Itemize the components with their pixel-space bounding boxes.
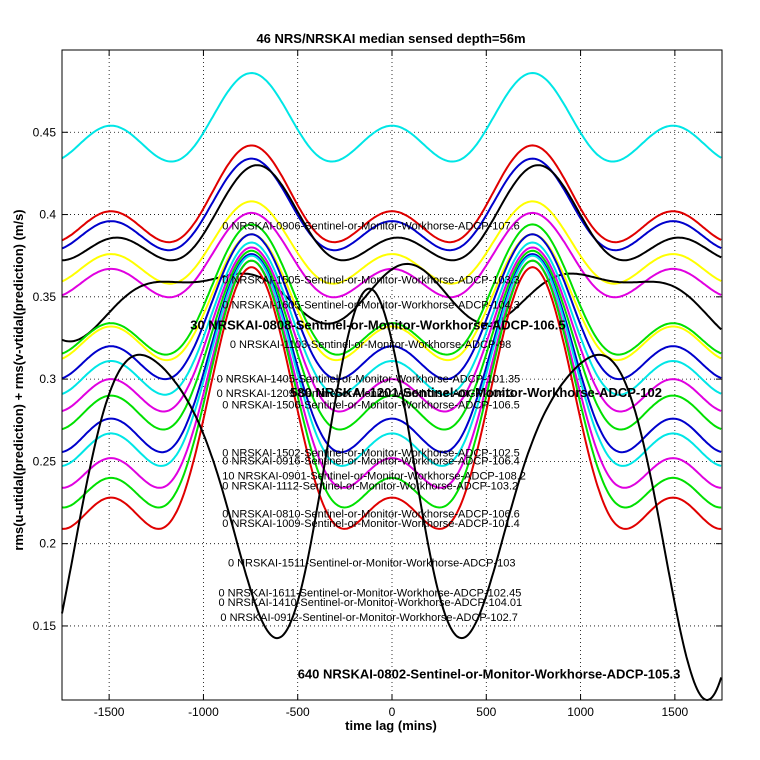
- y-axis-label: rms(u-utidal(prediction) + rms(v-vtidal(…: [11, 209, 26, 550]
- x-tick-label: -1000: [188, 705, 219, 719]
- series-line-magenta-2: [61, 246, 722, 413]
- series-annotation: 0 NRSKAI-1405-Sentinel-or-Monitor-Workho…: [217, 373, 521, 385]
- ticks-layer: -1500 -1000 -500 0 500 1000 1500 0.15 0.2 0.25 0.3…: [33, 50, 722, 719]
- annotation-layer: 0 NRSKAI-0906-Sentinel-or-Monitor-Workho…: [190, 220, 680, 681]
- series-annotation: 0 NRSKAI-1502-Sentinel-or-Monitor-Workho…: [222, 447, 520, 459]
- series-line-cyan-2: [61, 241, 722, 396]
- series-line-cyan-3: [61, 254, 722, 467]
- series-line-magenta-3: [62, 259, 722, 489]
- series-annotation: 0 NRSKAI-0916-Sentinel-or-Monitor-Workho…: [222, 456, 520, 468]
- series-annotation: 10 NRSKAI-0901-Sentinel-or-Monitor-Workh…: [222, 470, 526, 482]
- x-tick-label: -500: [286, 705, 310, 719]
- x-axis-label: time lag (mins): [345, 718, 437, 733]
- series-line-green-2: [61, 249, 722, 431]
- x-tick-label: 1000: [567, 705, 594, 719]
- series-line-red-2: [61, 266, 722, 530]
- series-line-red-1: [61, 144, 722, 244]
- series-line-cyan-top: [61, 71, 722, 163]
- series-annotation: 0 NRSKAI-1112-Sentinel-or-Monitor-Workho…: [222, 480, 518, 492]
- series-annotation: 0 NRSKAI-0906-Sentinel-or-Monitor-Workho…: [222, 220, 520, 232]
- y-tick-label: 0.15: [33, 619, 57, 633]
- series-annotation: 0 NRSKAI-1611-Sentinel-or-Monitor-Workho…: [219, 587, 522, 599]
- series-line-black-2: [61, 262, 722, 343]
- series-annotation: 0 NRSKAI-1505-Sentinel-or-Monitor-Workho…: [222, 275, 520, 287]
- series-annotation: 0 NRSKAI-1410-Sentinel-or-Monitor-Workho…: [219, 597, 523, 609]
- series-annotation: 580 NRSKAI-1201-Sentinel-or-Monitor-Work…: [290, 385, 662, 400]
- series-annotation: 30 NRSKAI-0808-Sentinel-or-Monitor-Workh…: [190, 318, 565, 333]
- series-annotation: 0 NRSKAI-1209-Sentinel-or-Monitor-Workho…: [217, 388, 515, 400]
- y-tick-label: 0.2: [39, 537, 56, 551]
- y-tick-label: 0.3: [39, 372, 56, 386]
- series-line-black-3: [61, 287, 723, 702]
- series-line-blue-3: [61, 253, 722, 454]
- series-annotation: 640 NRSKAI-0802-Sentinel-or-Monitor-Work…: [298, 667, 681, 682]
- series-annotation: 0 NRSKAI-0912-Sentinel-or-Monitor-Workho…: [220, 612, 518, 624]
- x-tick-label: 1500: [662, 705, 689, 719]
- y-tick-label: 0.45: [33, 125, 57, 139]
- x-tick-label: 0: [389, 705, 396, 719]
- series-layer: [61, 71, 723, 702]
- series-annotation: 0 NRSKAI-1009-Sentinel-or-Monitor-Workho…: [222, 518, 520, 530]
- series-annotation: 0 NRSKAI-1103-Sentinel-or-Monitor-Workho…: [230, 339, 511, 351]
- series-line-black-1: [61, 164, 722, 262]
- y-tick-label: 0.35: [33, 290, 57, 304]
- series-annotation: 0 NRSKAI-0810-Sentinel-or-Monitor-Workho…: [222, 508, 520, 520]
- series-line-blue-1: [61, 157, 722, 252]
- series-line-green-1: [61, 223, 722, 356]
- y-tick-label: 0.25: [33, 454, 57, 468]
- series-line-yellow-1: [61, 200, 722, 285]
- series-annotation: 0 NRSKAI-1511-Sentinel-or-Monitor-Workho…: [228, 558, 516, 570]
- series-line-green-3: [61, 259, 722, 509]
- y-tick-label: 0.4: [39, 208, 56, 222]
- series-annotation: 0 NRSKAI-1506-Sentinel-or-Monitor-Workho…: [222, 400, 520, 412]
- x-tick-label: -1500: [94, 705, 125, 719]
- x-tick-label: 500: [476, 705, 496, 719]
- series-annotation: 0 NRSKAI-1605-Sentinel-or-Monitor-Workho…: [222, 299, 520, 311]
- chart-title: 46 NRS/NRSKAI median sensed depth=56m: [256, 31, 525, 46]
